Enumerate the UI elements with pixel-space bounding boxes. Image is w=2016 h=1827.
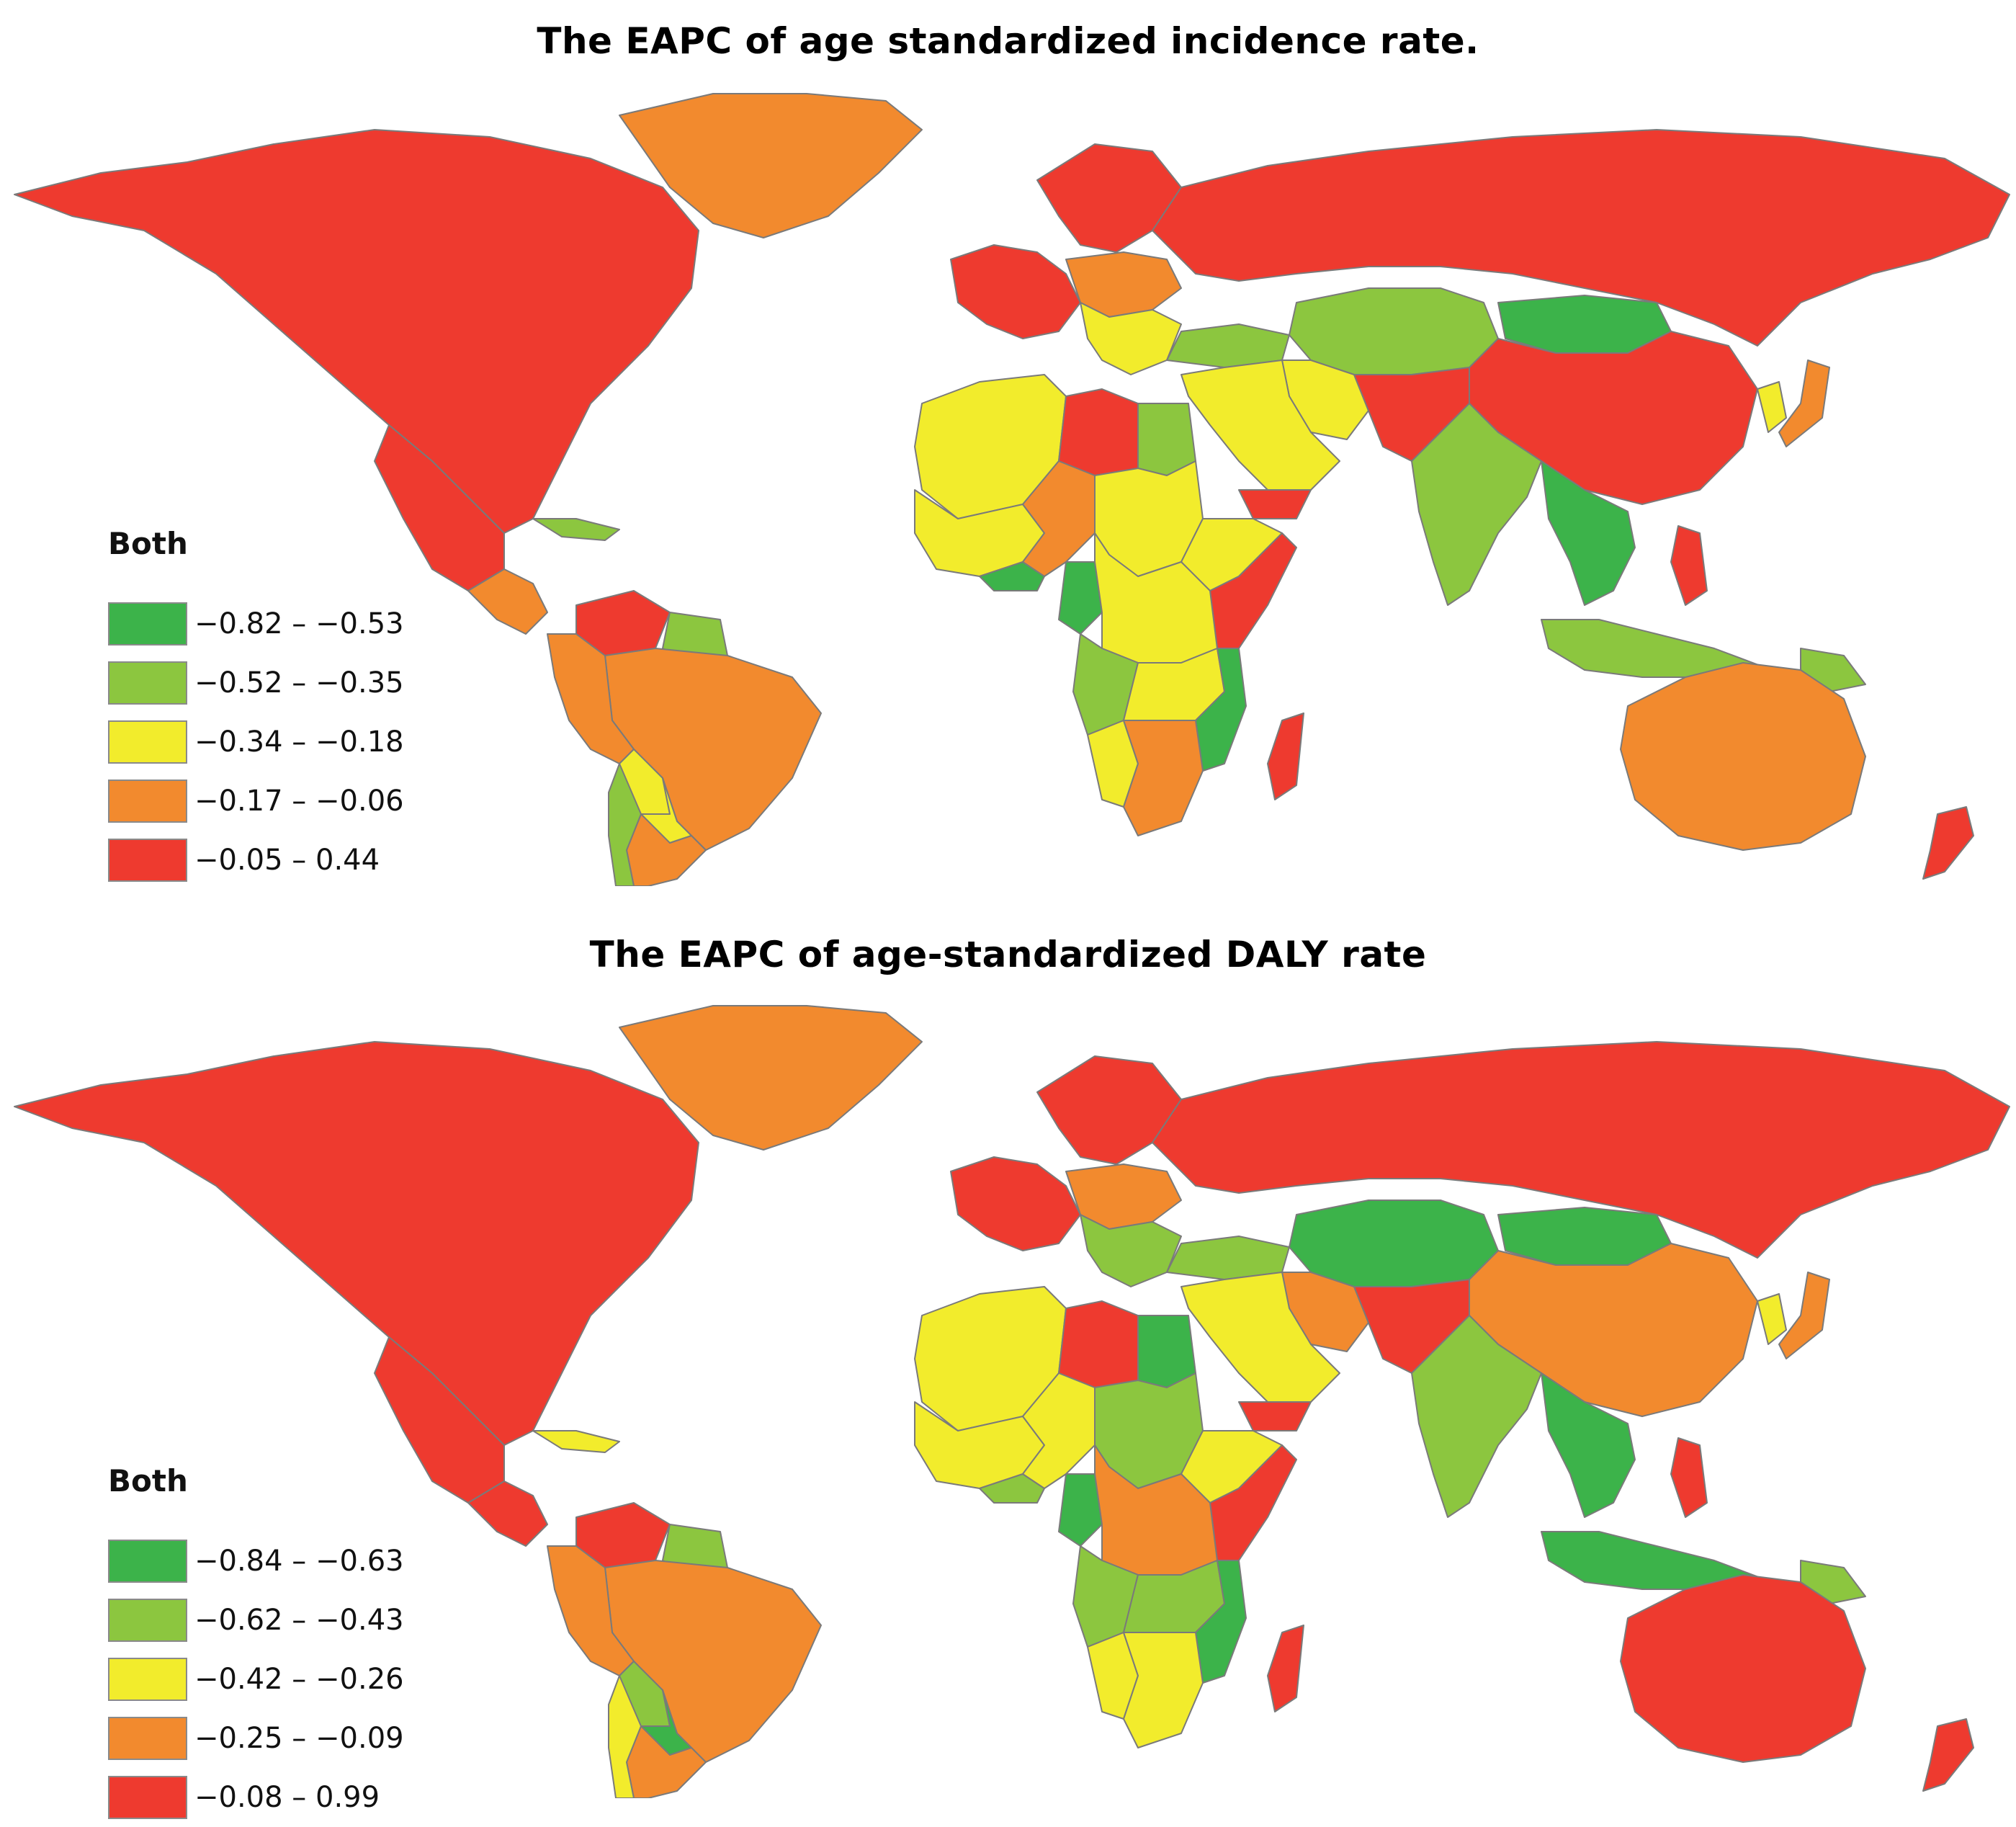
region-north-america [14, 129, 699, 534]
region-libya [1058, 1300, 1139, 1388]
region-guinea-coast [979, 561, 1045, 591]
region-mozambique [1195, 1560, 1247, 1684]
region-greenland [619, 1005, 923, 1151]
region-central-asia [1289, 287, 1499, 375]
map-title: The EAPC of age-standardized DALY rate [589, 934, 1427, 975]
legend-swatch [108, 839, 187, 882]
legend-item: −0.34 – −0.18 [108, 713, 404, 772]
legend-swatch [108, 1658, 187, 1701]
region-new-zealand [1922, 806, 1974, 880]
legend-label: −0.08 – 0.99 [194, 1781, 380, 1814]
region-india [1411, 403, 1542, 606]
region-chile [608, 763, 642, 886]
legend-label: −0.34 – −0.18 [194, 725, 404, 759]
region-philippines [1670, 525, 1708, 606]
legend-label: −0.52 – −0.35 [194, 666, 404, 700]
region-middle-east [1181, 1272, 1340, 1403]
legend-label: −0.17 – −0.06 [194, 785, 404, 818]
legend-label: −0.05 – 0.44 [194, 844, 380, 877]
map-legend: Both −0.82 – −0.53 −0.52 – −0.35 −0.34 –… [108, 526, 404, 890]
legend-swatch [108, 602, 187, 646]
legend-item: −0.05 – 0.44 [108, 831, 404, 890]
region-madagascar [1267, 713, 1304, 800]
legend-item: −0.42 – −0.26 [108, 1650, 404, 1709]
legend-item: −0.25 – −0.09 [108, 1709, 404, 1768]
region-greenland [619, 93, 923, 238]
map-legend: Both −0.84 – −0.63 −0.62 – −0.43 −0.42 –… [108, 1463, 404, 1827]
region-japan [1778, 1272, 1830, 1359]
legend-title: Both [108, 526, 188, 561]
legend-item: −0.17 – −0.06 [108, 772, 404, 831]
region-libya [1058, 388, 1139, 476]
world-map [14, 1005, 2010, 1798]
region-australia [1620, 1574, 1866, 1763]
region-southeast-asia [1541, 460, 1636, 606]
legend-swatch [108, 1540, 187, 1583]
region-southern-africa [1123, 720, 1204, 836]
region-caribbean [532, 1430, 620, 1453]
legend-item: −0.82 – −0.53 [108, 594, 404, 653]
region-korea [1757, 381, 1787, 433]
region-balkans-italy [1080, 302, 1182, 375]
legend-label: −0.42 – −0.26 [194, 1663, 404, 1696]
region-western-europe [950, 1156, 1081, 1251]
region-southeast-asia [1541, 1372, 1636, 1518]
legend-label: −0.25 – −0.09 [194, 1722, 404, 1755]
region-middle-east [1181, 359, 1340, 491]
legend-label: −0.62 – −0.43 [194, 1604, 404, 1637]
daly-map-panel: The EAPC of age-standardized DALY rate B… [0, 912, 2016, 1825]
region-russia [1152, 129, 2010, 347]
region-yemen [1238, 489, 1312, 519]
region-russia [1152, 1041, 2010, 1259]
region-western-europe [950, 244, 1081, 339]
legend-item: −0.62 – −0.43 [108, 1591, 404, 1650]
region-guinea-coast [979, 1473, 1045, 1504]
legend-swatch [108, 1776, 187, 1819]
region-central-america [467, 1480, 548, 1547]
legend-item: −0.84 – −0.63 [108, 1532, 404, 1591]
region-chile [608, 1675, 642, 1798]
legend-item: −0.08 – 0.99 [108, 1768, 404, 1827]
legend-item: −0.52 – −0.35 [108, 653, 404, 713]
region-southern-africa [1123, 1632, 1204, 1748]
region-gabon-congo [1058, 561, 1103, 635]
region-india [1411, 1315, 1542, 1518]
incidence-map-panel: The EAPC of age standardized incidence r… [0, 0, 2016, 912]
legend-swatch [108, 1599, 187, 1642]
region-australia [1620, 662, 1866, 851]
map-title: The EAPC of age standardized incidence r… [537, 20, 1479, 62]
region-gabon-congo [1058, 1473, 1103, 1547]
region-caribbean [532, 518, 620, 541]
legend-swatch [108, 1717, 187, 1760]
region-central-america [467, 568, 548, 635]
legend-swatch [108, 780, 187, 823]
legend-label: −0.84 – −0.63 [194, 1545, 404, 1578]
legend-swatch [108, 661, 187, 705]
region-korea [1757, 1293, 1787, 1345]
legend-title: Both [108, 1463, 188, 1498]
region-central-asia [1289, 1200, 1499, 1287]
region-new-zealand [1922, 1718, 1974, 1792]
region-yemen [1238, 1401, 1312, 1431]
region-mozambique [1195, 648, 1247, 772]
legend-swatch [108, 720, 187, 764]
region-philippines [1670, 1437, 1708, 1518]
region-madagascar [1267, 1625, 1304, 1712]
legend-label: −0.82 – −0.53 [194, 607, 404, 640]
region-japan [1778, 359, 1830, 447]
world-map [14, 93, 2010, 886]
region-balkans-italy [1080, 1214, 1182, 1287]
region-north-america [14, 1041, 699, 1446]
